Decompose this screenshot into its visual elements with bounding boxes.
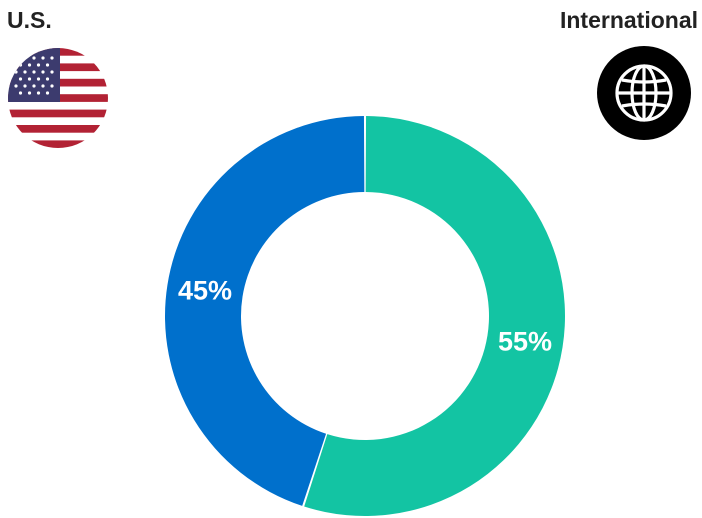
- globe-icon: [597, 46, 691, 140]
- slice-u-s: [165, 116, 365, 506]
- slice-label-u-s: 45%: [178, 276, 232, 306]
- slice-label-international: 55%: [498, 326, 552, 356]
- slice-international: [304, 116, 565, 516]
- us-label: U.S.: [7, 7, 52, 33]
- us-flag-icon: [8, 48, 108, 148]
- international-label: International: [559, 7, 698, 33]
